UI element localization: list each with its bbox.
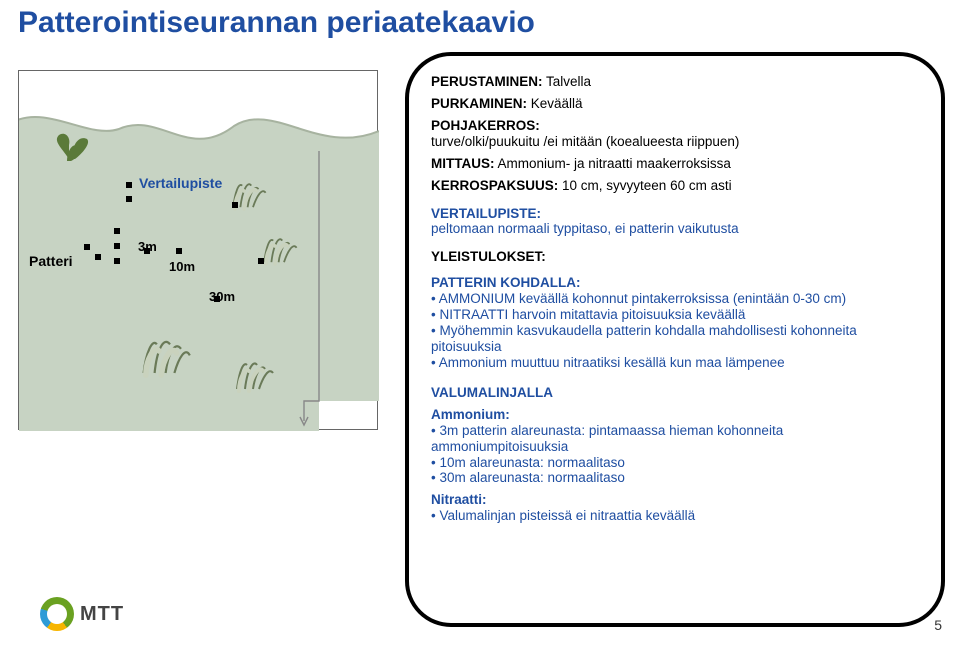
sample-point (84, 244, 90, 250)
purkaminen-line: PURKAMINEN: Keväällä (431, 96, 921, 112)
sample-point (126, 196, 132, 202)
list-item: AMMONIUM keväällä kohonnut pintakerroksi… (431, 291, 921, 307)
vertailupiste-head: VERTAILUPISTE: (431, 206, 921, 222)
kerrospaksuus-line: KERROSPAKSUUS: 10 cm, syvyyteen 60 cm as… (431, 178, 921, 194)
patteri-label: Patteri (29, 253, 73, 269)
vertailupiste-text: peltomaan normaali typpitaso, ei patteri… (431, 221, 921, 237)
patterin-head: PATTERIN KOHDALLA: (431, 275, 921, 291)
list-item: 30m alareunasta: normaalitaso (431, 470, 921, 486)
mittaus-line: MITTAUS: Ammonium- ja nitraatti maakerro… (431, 156, 921, 172)
valumalinja-head: VALUMALINJALLA (431, 385, 921, 401)
pohjakerros-head: POHJAKERROS: (431, 118, 921, 134)
nitraatti-head: Nitraatti: (431, 492, 921, 508)
valumalinja-block: VALUMALINJALLA Ammonium: 3m patterin ala… (431, 385, 921, 524)
diagram-frame: Vertailupiste Patteri 3m 10m 30m (18, 70, 378, 430)
page-number: 5 (934, 617, 942, 633)
ammonium-head: Ammonium: (431, 407, 921, 423)
pohjakerros-line: turve/olki/puukuitu /ei mitään (koealuee… (431, 134, 921, 150)
sample-point (232, 202, 238, 208)
vertailupiste-block: VERTAILUPISTE: peltomaan normaali typpit… (431, 206, 921, 238)
logo: MTT (40, 597, 124, 631)
purkaminen-label: PURKAMINEN: (431, 96, 527, 111)
sample-point (126, 182, 132, 188)
perustaminen-value: Talvella (546, 74, 591, 89)
logo-swirl-icon (40, 597, 74, 631)
kerrospaksuus-label: KERROSPAKSUUS: (431, 178, 558, 193)
sample-point (114, 243, 120, 249)
distance-30m: 30m (209, 289, 235, 304)
pohjakerros-block: POHJAKERROS: turve/olki/puukuitu /ei mit… (431, 118, 921, 150)
perustaminen-label: PERUSTAMINEN: (431, 74, 543, 89)
list-item: NITRAATTI harvoin mitattavia pitoisuuksi… (431, 307, 921, 323)
list-item: 3m patterin alareunasta: pintamaassa hie… (431, 423, 921, 455)
sample-point (114, 228, 120, 234)
kerrospaksuus-value: 10 cm, syvyyteen 60 cm asti (562, 178, 732, 193)
patterin-block: PATTERIN KOHDALLA: AMMONIUM keväällä koh… (431, 275, 921, 371)
sample-point (95, 254, 101, 260)
sample-point (176, 248, 182, 254)
mittaus-value: Ammonium- ja nitraatti maakerroksissa (498, 156, 731, 171)
sample-point (258, 258, 264, 264)
purkaminen-value: Keväällä (531, 96, 583, 111)
mittaus-label: MITTAUS: (431, 156, 495, 171)
list-item: Valumalinjan pisteissä ei nitraattia kev… (431, 508, 921, 524)
distance-10m: 10m (169, 259, 195, 274)
yleistulokset-head: YLEISTULOKSET: (431, 249, 921, 265)
list-item: Myöhemmin kasvukaudella patterin kohdall… (431, 323, 921, 355)
distance-3m: 3m (138, 239, 157, 254)
logo-text: MTT (80, 603, 124, 626)
diagram-svg (19, 71, 379, 431)
list-item: 10m alareunasta: normaalitaso (431, 455, 921, 471)
list-item: Ammonium muuttuu nitraatiksi kesällä kun… (431, 355, 921, 371)
perustaminen-line: PERUSTAMINEN: Talvella (431, 74, 921, 90)
page-title: Patterointiseurannan periaatekaavio (18, 6, 535, 40)
sample-point (114, 258, 120, 264)
land-shape (19, 117, 379, 431)
info-callout: PERUSTAMINEN: Talvella PURKAMINEN: Kevää… (405, 52, 945, 627)
vertailupiste-label: Vertailupiste (139, 175, 222, 191)
